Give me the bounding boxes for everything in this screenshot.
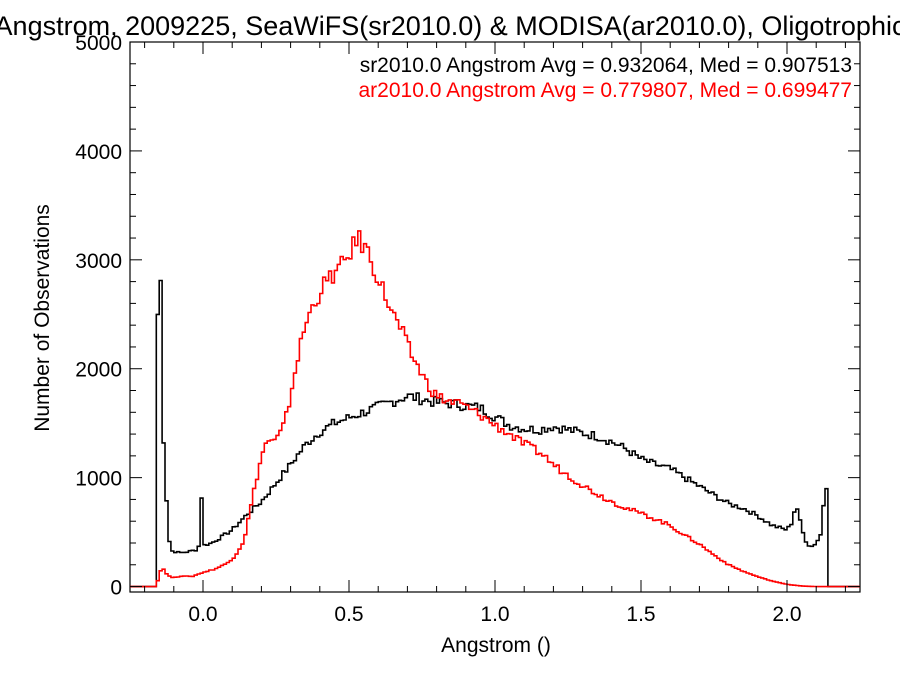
stats-legend-entry-1: sr2010.0 Angstrom Avg = 0.932064, Med = … xyxy=(360,54,852,77)
series-line-1 xyxy=(130,279,860,588)
plot-border xyxy=(129,41,861,593)
chart-title: Angstrom, 2009225, SeaWiFS(sr2010.0) & M… xyxy=(0,11,900,41)
series-line-2 xyxy=(130,230,860,588)
y-tick-label: 3000 xyxy=(75,250,122,273)
series-group xyxy=(130,230,860,588)
x-tick-label: 0.5 xyxy=(334,603,363,626)
x-tick-label: 1.0 xyxy=(480,603,509,626)
y-tick-label: 4000 xyxy=(75,141,122,164)
y-tick-label: 5000 xyxy=(75,32,122,55)
plot-frame xyxy=(129,41,861,593)
y-tick-label: 2000 xyxy=(75,359,122,382)
x-tick-label: 2.0 xyxy=(772,603,801,626)
x-tick-label: 1.5 xyxy=(626,603,655,626)
y-tick-label: 1000 xyxy=(75,468,122,491)
stats-legend: sr2010.0 Angstrom Avg = 0.932064, Med = … xyxy=(359,54,853,102)
y-tick-label: 0 xyxy=(110,577,122,600)
axis-ticks: 0.0 0.5 1.0 1.5 2.0 0 1000 2000 3000 4000 5000 xyxy=(75,32,860,626)
stats-legend-entry-2: ar2010.0 Angstrom Avg = 0.779807, Med = … xyxy=(359,79,853,102)
x-axis-label: Angstrom () xyxy=(441,634,551,657)
y-axis-label: Number of Observations xyxy=(31,204,54,432)
x-tick-label: 0.0 xyxy=(188,603,217,626)
